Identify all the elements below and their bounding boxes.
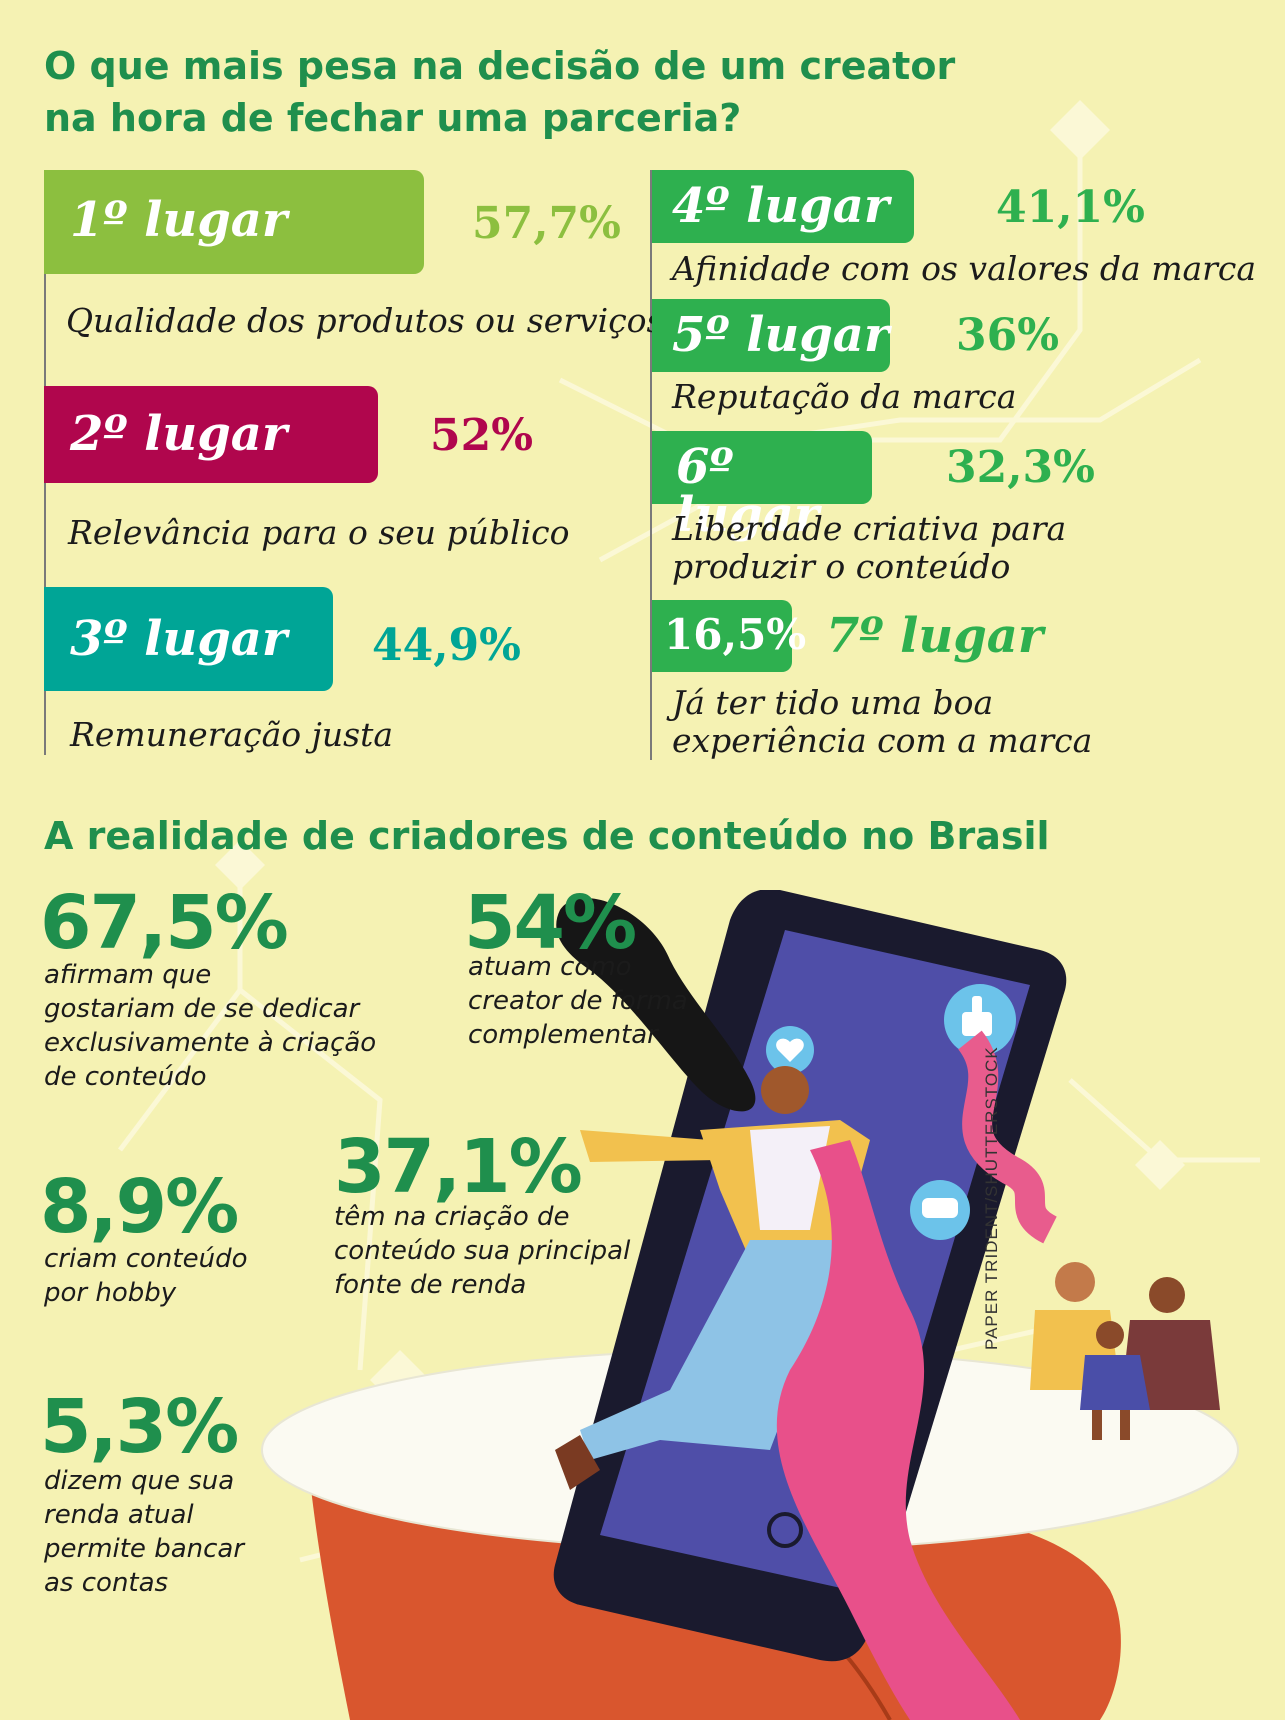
stat-2-line: creator de forma xyxy=(468,986,688,1016)
chart-title: O que mais pesa na decisão de um creator… xyxy=(44,40,955,144)
chat-bubble-icon xyxy=(910,1180,970,1240)
illustration xyxy=(261,890,1239,1720)
rank-3-percent: 44,9% xyxy=(372,620,521,671)
stat-1-line: exclusivamente à criação xyxy=(44,1028,377,1058)
stat-1-description: afirmam que gostariam de se dedicar excl… xyxy=(44,958,376,1094)
stat-4-line: conteúdo sua principal xyxy=(334,1236,631,1266)
rank-7-label: 7º lugar xyxy=(826,608,1044,664)
rank-1-description: Qualidade dos produtos ou serviços xyxy=(66,301,664,340)
stat-4-value: 37,1% xyxy=(334,1124,583,1210)
rank-4-badge: 4º lugar xyxy=(652,170,914,243)
rank-3-badge: 3º lugar xyxy=(44,587,333,691)
chart-title-line1: O que mais pesa na decisão de um creator xyxy=(44,44,956,88)
stat-2-line: atuam como xyxy=(468,952,632,982)
stat-1-line: afirmam que xyxy=(44,960,212,990)
rank-7-description-line1: Já ter tido uma boa xyxy=(672,683,994,722)
rank-7-percent: 16,5% xyxy=(664,610,807,659)
rank-1-percent: 57,7% xyxy=(472,198,621,249)
stat-5-line: dizem que sua xyxy=(44,1466,235,1496)
rank-2-description: Relevância para o seu público xyxy=(68,513,570,552)
woman-hair xyxy=(556,898,756,1112)
heart-icon xyxy=(766,1026,814,1074)
stat-1-value: 67,5% xyxy=(40,880,289,966)
stat-4-line: têm na criação de xyxy=(334,1202,570,1232)
stat-5-line: permite bancar xyxy=(44,1534,245,1564)
stat-2-description: atuam como creator de forma complementar xyxy=(468,950,688,1052)
rank-6-description-line1: Liberdade criativa para xyxy=(672,509,1067,548)
stat-5-line: renda atual xyxy=(44,1500,194,1530)
rank-3-description: Remuneração justa xyxy=(70,715,394,754)
section-2-title: A realidade de criadores de conteúdo no … xyxy=(44,814,1050,858)
rank-5-label: 5º lugar xyxy=(672,307,890,363)
rank-2-percent: 52% xyxy=(430,410,534,461)
stat-4-line: fonte de renda xyxy=(334,1270,527,1300)
stat-2-value: 54% xyxy=(464,880,637,966)
stat-2-line: complementar xyxy=(468,1020,658,1050)
stat-3-description: criam conteúdo por hobby xyxy=(44,1242,248,1310)
right-column-divider xyxy=(650,170,652,760)
stat-3-line: criam conteúdo xyxy=(44,1244,248,1274)
stat-1-line: gostariam de se dedicar xyxy=(44,994,360,1024)
rank-5-percent: 36% xyxy=(956,310,1060,361)
stat-5-description: dizem que sua renda atual permite bancar… xyxy=(44,1464,244,1600)
stat-3-value: 8,9% xyxy=(40,1164,239,1250)
stat-5-line: as contas xyxy=(44,1568,169,1598)
stat-1-line: de conteúdo xyxy=(44,1062,207,1092)
rank-2-label: 2º lugar xyxy=(70,406,288,462)
rank-4-percent: 41,1% xyxy=(996,182,1145,233)
rank-3-label: 3º lugar xyxy=(70,611,288,667)
rank-6-label: 6º lugar xyxy=(676,439,820,543)
rank-6-description: Liberdade criativa para produzir o conte… xyxy=(672,510,1066,586)
rank-2-badge: 2º lugar xyxy=(44,386,378,483)
stat-3-line: por hobby xyxy=(44,1278,177,1308)
rank-7-percent-badge: 16,5% xyxy=(652,600,806,672)
woman-flying xyxy=(555,1066,1020,1720)
stat-5-value: 5,3% xyxy=(40,1384,239,1470)
thumbs-up-icon xyxy=(944,984,1016,1056)
rank-6-percent: 32,3% xyxy=(946,442,1095,493)
rank-6-description-line2: produzir o conteúdo xyxy=(672,547,1011,586)
rank-1-badge: 1º lugar xyxy=(44,170,424,274)
chart-title-line2: na hora de fechar uma parceria? xyxy=(44,96,742,140)
stat-4-description: têm na criação de conteúdo sua principal… xyxy=(334,1200,630,1302)
couple-with-child xyxy=(1030,1262,1220,1440)
rank-7-description: Já ter tido uma boa experiência com a ma… xyxy=(672,684,1092,760)
rank-6-badge: 6º lugar xyxy=(652,431,872,539)
rank-1-label: 1º lugar xyxy=(70,192,288,248)
rank-7-description-line2: experiência com a marca xyxy=(672,721,1093,760)
rank-4-description: Afinidade com os valores da marca xyxy=(672,249,1257,288)
image-credit: PAPER TRIDENT/SHUTTERSTOCK xyxy=(982,1046,1001,1350)
rank-4-label: 4º lugar xyxy=(672,178,890,234)
rank-5-description: Reputação da marca xyxy=(672,377,1017,416)
rank-5-badge: 5º lugar xyxy=(652,299,890,372)
